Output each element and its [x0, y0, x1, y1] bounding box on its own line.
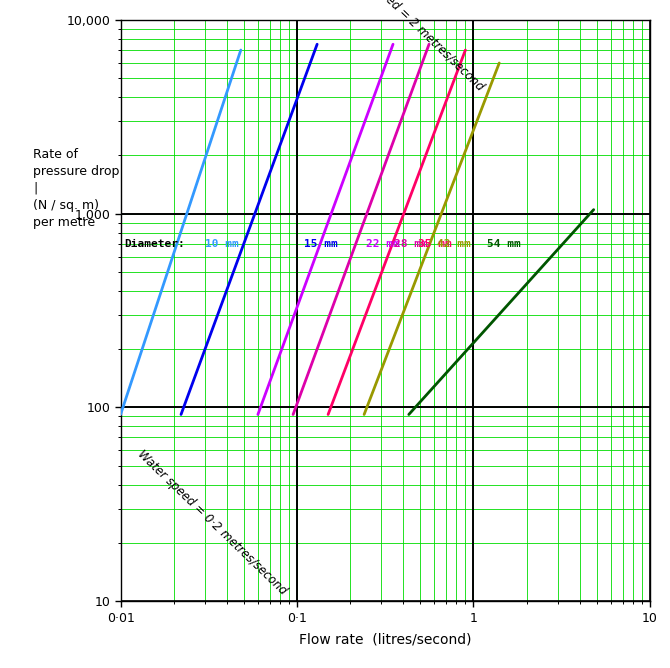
Text: 28 mm: 28 mm — [394, 238, 428, 248]
X-axis label: Flow rate  (litres/second): Flow rate (litres/second) — [299, 633, 472, 647]
Text: Diameter:: Diameter: — [125, 238, 185, 248]
Text: 35 mm: 35 mm — [418, 238, 452, 248]
Text: Water speed = 0·2 metres/second: Water speed = 0·2 metres/second — [135, 448, 289, 597]
Text: 54 mm: 54 mm — [488, 238, 521, 248]
Text: 10 mm: 10 mm — [205, 238, 239, 248]
Text: Water speed = 2 metres/second: Water speed = 2 metres/second — [340, 0, 486, 93]
Text: 15 mm: 15 mm — [304, 238, 338, 248]
Text: Rate of
pressure drop
|
(N / sq. m)
per metre: Rate of pressure drop | (N / sq. m) per … — [34, 148, 120, 229]
Text: 22 mm: 22 mm — [366, 238, 399, 248]
Text: 42 mm: 42 mm — [437, 238, 470, 248]
